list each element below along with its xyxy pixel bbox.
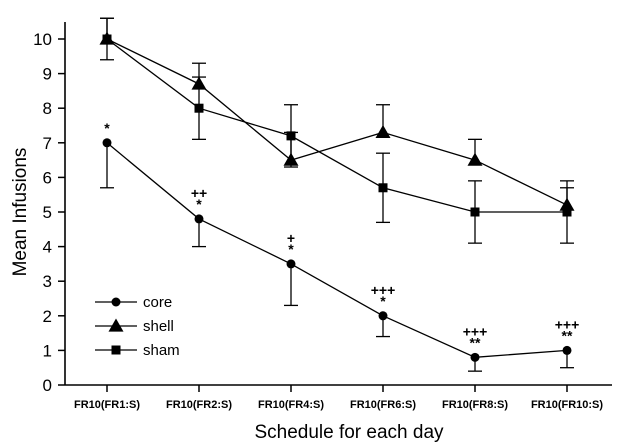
significance-mark: * [380, 293, 386, 309]
legend-item-core: core [95, 294, 172, 311]
data-point-shell [467, 152, 483, 166]
data-point-sham [286, 131, 296, 141]
significance-mark: +++ [555, 316, 580, 332]
legend-marker-core [111, 297, 121, 307]
data-point-sham [194, 103, 204, 113]
x-axis: FR10(FR1:S) FR10(FR2:S) FR10(FR4:S) FR10(FR… [65, 384, 612, 411]
significance-mark: +++ [463, 323, 488, 339]
y-tick-label: 7 [43, 134, 52, 153]
x-tick-label: FR10(FR2:S) [166, 399, 232, 411]
data-point-core [470, 352, 480, 362]
plot-area: *++*+*+++*+++**+++** [99, 17, 580, 372]
significance-mark: ++ [191, 185, 207, 201]
y-tick-label: 9 [43, 65, 52, 84]
legend-marker-shell [108, 318, 124, 332]
series-sham [100, 17, 574, 244]
significance-mark: ** [562, 327, 573, 343]
x-tick-label: FR10(FR6:S) [350, 399, 416, 411]
data-point-core [378, 311, 388, 321]
y-tick-label: 3 [43, 272, 52, 291]
x-tick-label: FR10(FR1:S) [74, 399, 140, 411]
data-point-sham [562, 207, 572, 217]
data-point-shell [375, 124, 391, 139]
legend-item-shell: shell [95, 318, 174, 335]
series-shell [99, 17, 575, 211]
y-tick-label: 0 [43, 376, 52, 395]
x-axis-title: Schedule for each day [254, 422, 444, 443]
data-point-sham [378, 183, 388, 193]
y-tick-label: 8 [43, 99, 52, 118]
x-tick-label: FR10(FR8:S) [442, 399, 508, 411]
significance-mark: + [287, 230, 295, 246]
y-tick-label: 6 [43, 168, 52, 187]
y-tick-label: 2 [43, 307, 52, 326]
x-tick-label: FR10(FR10:S) [531, 399, 603, 411]
y-axis-title: Mean Infusions [10, 148, 31, 277]
x-tick-label: FR10(FR4:S) [258, 399, 324, 411]
y-tick-label: 4 [43, 238, 52, 257]
series-line-core [106, 142, 568, 358]
y-tick-label: 5 [43, 203, 52, 222]
legend-marker-sham [111, 345, 121, 355]
significance-mark: * [288, 241, 294, 257]
series-line-shell [106, 38, 568, 206]
legend: core shell sham [95, 294, 180, 359]
significance-mark: * [104, 120, 110, 136]
series-core [100, 138, 574, 372]
legend-label-core: core [143, 294, 172, 311]
data-point-sham [102, 34, 112, 44]
y-tick-label: 10 [33, 30, 52, 49]
legend-label-shell: shell [143, 318, 174, 335]
y-tick-label: 1 [43, 341, 52, 360]
data-point-core [562, 345, 572, 355]
y-axis: 0 1 2 3 4 5 6 7 8 9 10 [33, 22, 66, 395]
series-line-sham [106, 38, 567, 213]
data-point-core [194, 214, 204, 224]
legend-item-sham: sham [95, 342, 180, 359]
data-point-core [286, 259, 296, 269]
significance-mark: ** [470, 334, 481, 350]
data-point-core [102, 138, 112, 148]
data-point-sham [470, 207, 480, 217]
legend-label-sham: sham [143, 342, 180, 359]
significance-mark: * [196, 196, 202, 212]
significance-mark: +++ [371, 282, 396, 298]
